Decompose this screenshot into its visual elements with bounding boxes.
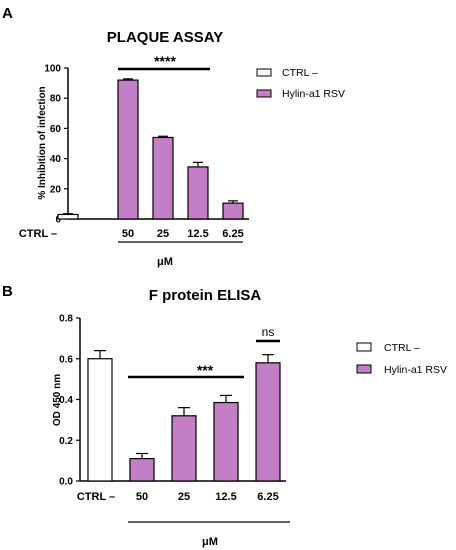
panel-b-y-tick-label: 0.4 (59, 395, 73, 406)
panel-b-bar-12.5 (213, 401, 239, 482)
panel-a-category-label: 6.25 (222, 228, 243, 240)
panel-a-letter: A (2, 5, 13, 22)
panel-a-y-axis-label: % Inhibition of infection (37, 86, 48, 199)
panel-b-title: F protein ELISA (149, 287, 262, 304)
panel-b-category-label: 50 (136, 491, 148, 503)
panel-a-bar-6.25 (222, 202, 244, 220)
panel-b-letter: B (2, 283, 13, 300)
panel-b-bar-50 (129, 457, 155, 482)
panel-b-y-tick-label: 0.2 (59, 436, 73, 447)
panel-b-category-label: CTRL – (77, 491, 115, 503)
panel-a-category-label: CTRL – (19, 228, 57, 240)
panel-b-legend-ctrl-swatch (356, 342, 372, 352)
panel-b-y-tick-label: 0.6 (59, 354, 73, 365)
panel-a-category-label: 25 (157, 228, 169, 240)
panel-a-category-label: 12.5 (187, 228, 208, 240)
panel-a-bar-12.5 (187, 166, 209, 220)
panel-a-y-tick-label: 60 (50, 124, 62, 135)
panel-b-y-axis-label: OD 450 nm (52, 374, 63, 426)
panel-a-title: PLAQUE ASSAY (107, 29, 223, 46)
panel-a-bar-50 (117, 79, 139, 220)
panel-a-y-tick-label: 20 (50, 184, 62, 195)
panel-b-category-label: 6.25 (257, 491, 278, 503)
panel-b-ns-label: ns (262, 325, 275, 339)
panel-b-y-tick-label: 0.0 (59, 477, 73, 488)
panel-a-legend-ctrl-swatch (256, 68, 272, 77)
panel-b-category-label: 25 (178, 491, 190, 503)
panel-a-y-tick-label: 0 (55, 215, 61, 226)
panel-a-y-tick-label: 100 (44, 64, 61, 75)
panel-b-legend-treated-swatch (356, 364, 372, 374)
panel-a-legend-ctrl: CTRL – (282, 67, 318, 79)
panel-b-bar-6.25 (255, 362, 281, 482)
panel-a-legend-treated: Hylin-a1 RSV (282, 88, 345, 100)
panel-a-legend-treated-swatch (256, 89, 272, 98)
chart-marks: 0 20 40 60 80 100 CTRL – 50 25 12.5 6.25 0.0 0.2 0.4 0… (19, 64, 290, 523)
panel-a-y-tick-label: 80 (50, 94, 62, 105)
panel-b-x-axis-unit: μM (202, 536, 218, 548)
panel-b-significance: *** (197, 362, 214, 378)
panel-b-legend-ctrl: CTRL – (384, 342, 420, 354)
panel-a-significance: **** (154, 53, 176, 69)
panel-b-bar-ctrl (87, 358, 113, 482)
panel-a-bar-ctrl (57, 213, 79, 220)
panel-b-category-label: 12.5 (215, 491, 236, 503)
panel-a-y-tick-label: 40 (50, 154, 62, 165)
panel-b-bar-25 (171, 415, 197, 482)
panel-b-y-tick-label: 0.8 (59, 314, 73, 325)
panel-a-category-label: 50 (122, 228, 134, 240)
panel-a-x-axis-unit: μM (157, 256, 173, 268)
panel-a-bar-25 (152, 136, 174, 220)
panel-b-legend-treated: Hylin-a1 RSV (384, 364, 447, 376)
